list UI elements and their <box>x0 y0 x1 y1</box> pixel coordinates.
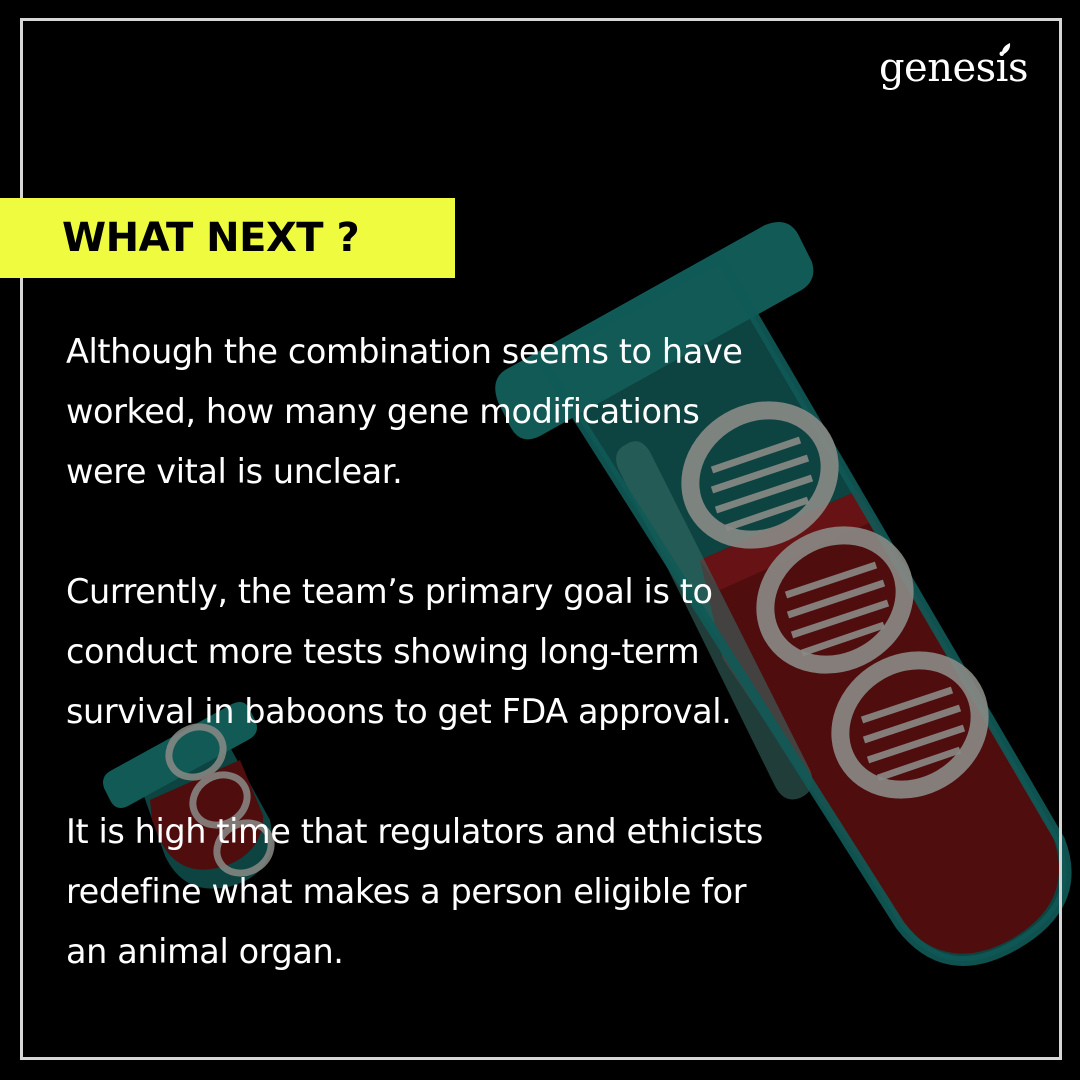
brand-logo: genesis <box>878 45 1029 91</box>
slide-frame <box>20 18 1062 1060</box>
heading-highlight <box>0 198 455 278</box>
paragraph-3: It is high time that regulators and ethi… <box>66 812 763 971</box>
paragraph-2: Currently, the team’s primary goal is to… <box>66 572 732 731</box>
leaf-icon <box>1001 43 1011 55</box>
small-dna-helix-icon <box>165 723 275 877</box>
slide-heading: WHAT NEXT ? <box>62 215 360 261</box>
dna-helix-icon <box>681 401 989 799</box>
paragraph-1: Although the combination seems to have w… <box>66 332 743 491</box>
slide-body: Although the combination seems to have w… <box>66 322 946 982</box>
